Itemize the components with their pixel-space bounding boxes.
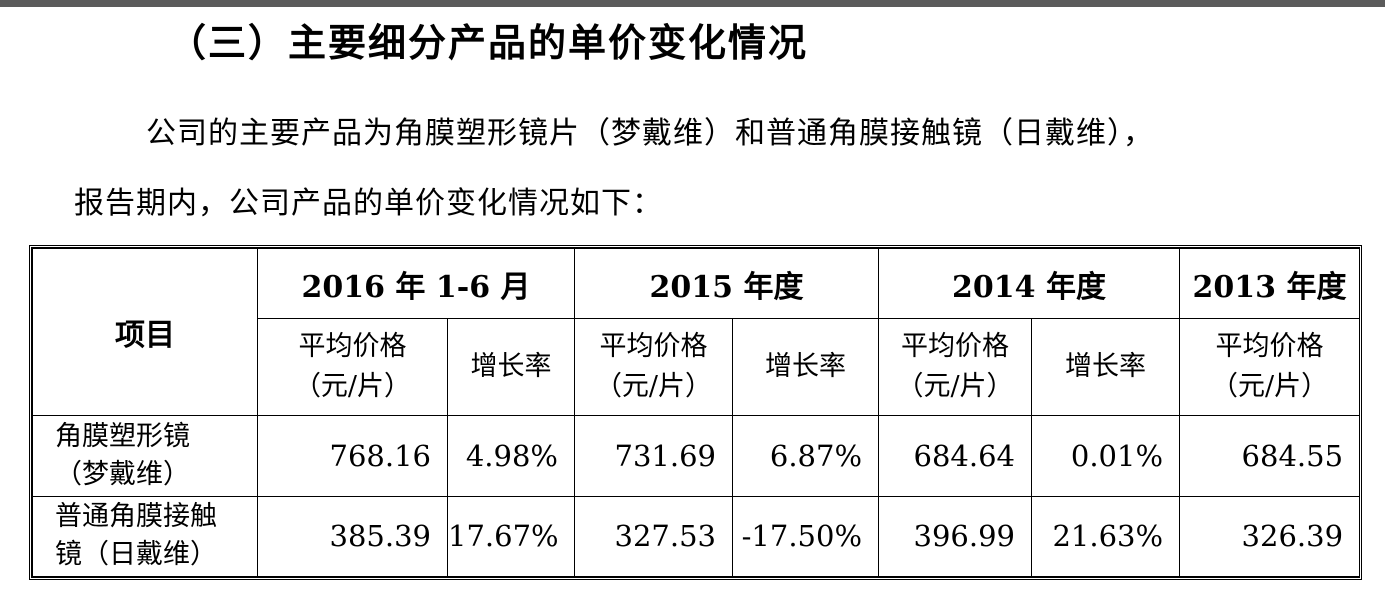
subheader-price-label: 平均价格 bbox=[298, 331, 407, 362]
subheader-price-2014: 平均价格 （元/片） bbox=[878, 318, 1033, 416]
header-period-2014: 2014 年度 bbox=[878, 248, 1181, 319]
cell-growth-2014: 0.01% bbox=[1031, 415, 1181, 497]
row-label-line-2: （梦戴维） bbox=[55, 458, 190, 490]
cell-price-2015: 327.53 bbox=[574, 495, 733, 577]
subheader-price-label: 平均价格 bbox=[1215, 331, 1324, 362]
subheader-price-unit: （元/片） bbox=[896, 371, 1014, 402]
header-period-2016h1: 2016 年 1-6 月 bbox=[257, 248, 575, 319]
price-change-table: 项目 2016 年 1-6 月 2015 年度 2014 年度 2013 年度 … bbox=[29, 245, 1362, 580]
header-period-2013: 2013 年度 bbox=[1179, 248, 1361, 319]
top-border-bar bbox=[0, 0, 1385, 7]
subheader-price-label: 平均价格 bbox=[901, 331, 1010, 362]
header-period-2015: 2015 年度 bbox=[573, 248, 880, 319]
cell-price-2016h1: 385.39 bbox=[257, 495, 448, 577]
table-row: 角膜塑形镜 （梦戴维） 768.16 4.98% 731.69 6.87% 68… bbox=[32, 415, 1361, 497]
section-heading: （三）主要细分产品的单价变化情况 bbox=[168, 21, 809, 65]
cell-growth-2015: 6.87% bbox=[731, 415, 880, 497]
cell-price-2016h1: 768.16 bbox=[257, 415, 448, 497]
cell-growth-2016h1: 4.98% bbox=[447, 415, 575, 497]
subheader-price-label: 平均价格 bbox=[599, 331, 708, 362]
subheader-growth-2016h1: 增长率 bbox=[447, 318, 575, 416]
cell-growth-2015: -17.50% bbox=[731, 495, 880, 577]
cell-price-2014: 396.99 bbox=[878, 495, 1033, 577]
subheader-price-2015: 平均价格 （元/片） bbox=[574, 318, 733, 416]
row-label-line-1: 角膜塑形镜 bbox=[55, 420, 190, 452]
row-label-line-1: 普通角膜接触 bbox=[55, 501, 217, 533]
row-label-contact-lens: 普通角膜接触 镜（日戴维） bbox=[32, 495, 258, 577]
table-row: 普通角膜接触 镜（日戴维） 385.39 17.67% 327.53 -17.5… bbox=[32, 495, 1361, 577]
cell-price-2013: 684.55 bbox=[1179, 415, 1361, 497]
subheader-price-2016h1: 平均价格 （元/片） bbox=[257, 318, 448, 416]
subheader-price-2013: 平均价格 （元/片） bbox=[1179, 318, 1361, 416]
row-label-orthok: 角膜塑形镜 （梦戴维） bbox=[32, 415, 258, 497]
cell-growth-2014: 21.63% bbox=[1031, 495, 1181, 577]
subheader-price-unit: （元/片） bbox=[293, 371, 412, 402]
subheader-price-unit: （元/片） bbox=[594, 371, 713, 402]
cell-growth-2016h1: 17.67% bbox=[447, 495, 575, 577]
subheader-growth-2015: 增长率 bbox=[731, 318, 880, 416]
paragraph-line-2: 报告期内，公司产品的单价变化情况如下： bbox=[74, 186, 663, 221]
subheader-price-unit: （元/片） bbox=[1210, 371, 1329, 402]
subheader-growth-2014: 增长率 bbox=[1031, 318, 1181, 416]
paragraph-line-1: 公司的主要产品为角膜塑形镜片（梦戴维）和普通角膜接触镜（日戴维）， bbox=[146, 116, 1154, 151]
cell-price-2015: 731.69 bbox=[574, 415, 733, 497]
header-item: 项目 bbox=[32, 248, 258, 416]
cell-price-2014: 684.64 bbox=[878, 415, 1033, 497]
cell-price-2013: 326.39 bbox=[1179, 495, 1361, 577]
row-label-line-2: 镜（日戴维） bbox=[55, 539, 217, 571]
